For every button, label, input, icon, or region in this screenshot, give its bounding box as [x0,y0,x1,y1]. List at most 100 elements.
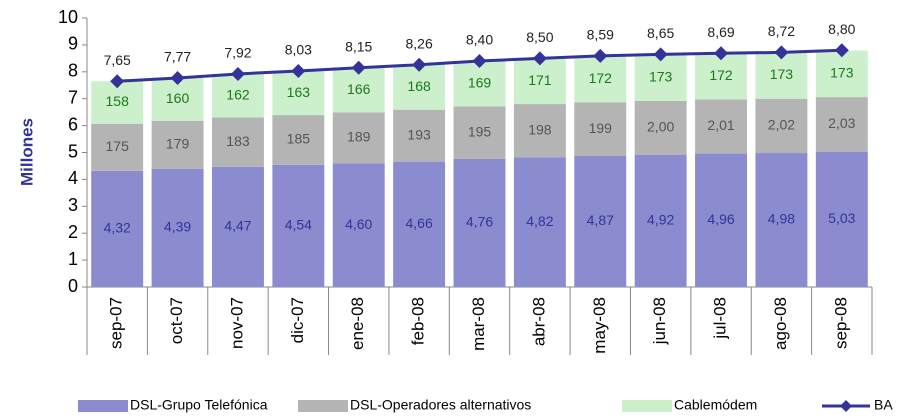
data-label: 4,60 [345,216,372,232]
data-label: 8,65 [647,25,674,41]
line-marker [351,60,366,75]
data-label: 169 [468,74,492,90]
bar-segment [332,163,385,287]
bar-segment [393,64,446,110]
legend-swatch [298,400,348,412]
y-tick-label: 0 [68,276,78,296]
y-tick-label: 2 [68,222,78,242]
bar-segment [755,98,808,154]
x-tick-label: sep-07 [107,297,126,349]
bar-segment [574,56,627,103]
line-marker [774,45,789,60]
data-label: 5,03 [828,210,855,226]
bar-segment [815,97,868,152]
legend-label: DSL-Operadores alternativos [350,397,531,413]
bar-segment [755,52,808,99]
line-marker [412,57,427,72]
bar-segment [151,168,204,287]
data-label: 4,98 [768,211,795,227]
bar-segment [513,58,566,105]
bar-segment [91,123,144,171]
data-label: 4,76 [466,214,493,230]
data-label: 8,03 [285,42,312,58]
data-label: 7,65 [104,52,131,68]
data-label: 162 [226,86,250,102]
data-label: 160 [166,90,190,106]
bar-segment [211,117,264,167]
data-label: 189 [347,129,371,145]
legend-label: Cablemódem [674,397,757,413]
data-label: 8,59 [587,27,614,43]
y-tick-label: 4 [68,168,78,188]
x-tick-label: jul-08 [711,297,730,340]
y-tick-label: 6 [68,114,78,134]
x-tick-label: may-08 [590,297,609,354]
data-label: 193 [407,126,431,142]
data-label: 8,26 [405,36,432,52]
y-tick-label: 7 [68,87,78,107]
bar-segment [634,54,687,101]
x-tick-label: dic-07 [288,297,307,343]
data-label: 172 [709,67,733,83]
x-tick-label: ene-08 [348,297,367,350]
line-marker [714,46,729,61]
x-tick-label: feb-08 [409,297,428,345]
data-label: 2,03 [828,115,855,131]
line-marker [593,48,608,63]
y-tick-label: 10 [58,7,78,27]
bar-segment [453,106,506,159]
x-tick-label: oct-07 [167,297,186,344]
data-label: 173 [770,66,794,82]
x-tick-label: ago-08 [771,297,790,350]
data-label: 173 [649,68,673,84]
data-label: 2,00 [647,118,674,134]
bar-segment [453,158,506,287]
bar-segment [272,164,325,287]
data-label: 2,02 [768,117,795,133]
data-label: 173 [830,65,854,81]
bar-segment [815,50,868,98]
data-label: 8,40 [466,32,493,48]
y-tick-label: 1 [68,249,78,269]
bar-segment [634,100,687,155]
line-marker [110,74,125,89]
data-label: 199 [589,120,613,136]
line-marker [653,47,668,62]
bar-segment [815,151,868,287]
bar-segment [393,109,446,162]
data-label: 4,96 [707,211,734,227]
data-label: 4,32 [104,220,131,236]
line-marker [291,63,306,78]
data-label: 172 [589,70,613,86]
bar-segment [211,166,264,287]
legend-marker [840,400,852,412]
data-label: 4,66 [405,215,432,231]
y-tick-label: 9 [68,34,78,54]
data-label: 4,39 [164,219,191,235]
data-label: 158 [106,93,130,109]
data-label: 8,50 [526,29,553,45]
data-label: 7,77 [164,49,191,65]
bar-segment [272,115,325,165]
data-label: 4,54 [285,217,312,233]
x-tick-label: jun-08 [650,297,669,345]
x-tick-label: sep-08 [831,297,850,349]
line-marker [230,66,245,81]
data-label: 171 [528,72,552,88]
legend-label: BA [874,397,893,413]
bar-segment [513,104,566,158]
data-label: 7,92 [224,45,251,61]
data-label: 4,92 [647,212,674,228]
bar-segment [453,61,506,107]
data-label: 163 [287,84,311,100]
bar-segment [695,99,748,154]
data-label: 183 [226,133,250,149]
bar-segment [695,53,748,100]
data-label: 195 [468,123,492,139]
data-label: 4,82 [526,213,553,229]
legend-swatch [78,400,128,412]
bar-segment [332,112,385,164]
line-marker [532,51,547,66]
bar-segment [695,153,748,287]
data-label: 8,80 [828,21,855,37]
